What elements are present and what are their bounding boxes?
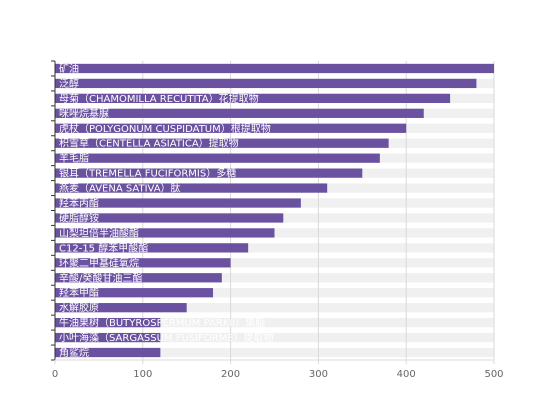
bar-track — [55, 288, 494, 298]
bar — [55, 198, 301, 208]
category-label: 环聚二甲基硅氧烷 — [59, 256, 139, 269]
category-label: 羟苯甲酯 — [59, 286, 99, 299]
bar — [55, 63, 494, 74]
category-label: 硬脂醇铵 — [59, 211, 99, 224]
bar — [55, 347, 161, 358]
bar — [55, 93, 451, 104]
bar — [55, 183, 328, 193]
bar — [55, 168, 363, 178]
x-tick-label: 300 — [309, 369, 328, 380]
x-tick-label: 400 — [397, 369, 416, 380]
bar-track — [55, 332, 494, 343]
category-label: 羟苯丙酯 — [59, 197, 99, 210]
category-label: 水解胶原 — [59, 301, 99, 314]
category-label: 燕麦（AVENA SATIVA）肽 — [59, 182, 181, 195]
bar — [55, 228, 275, 238]
category-label: 咪唑烷基脲 — [59, 107, 109, 120]
x-tick-label: 500 — [484, 369, 503, 380]
category-label: 山梨坦倍半油酸酯 — [59, 226, 139, 239]
category-label: 银耳（TREMELLA FUCIFORMIS）多糖 — [59, 167, 236, 180]
bar-track — [55, 303, 494, 313]
bar — [55, 108, 424, 118]
x-tick-label: 0 — [52, 369, 58, 380]
bar — [55, 332, 161, 343]
category-label: 矿油 — [59, 62, 79, 75]
bar-track — [55, 317, 494, 328]
category-label: 虎杖（POLYGONUM CUSPIDATUM）根提取物 — [59, 122, 271, 135]
category-label: 辛酸/癸酸甘油三酯 — [59, 271, 142, 284]
category-label: C12-15 醇苯甲酸酯 — [59, 241, 148, 254]
bar-track — [55, 273, 494, 283]
bar — [55, 138, 389, 148]
bar — [55, 153, 380, 163]
category-label: 泛醇 — [59, 77, 79, 90]
category-label: 角鲨烷 — [59, 346, 89, 359]
bar — [55, 243, 249, 253]
bar — [55, 258, 231, 268]
bar — [55, 288, 214, 298]
bar — [55, 123, 407, 133]
category-label: 羊毛脂 — [59, 152, 89, 165]
bar — [55, 303, 187, 313]
bar — [55, 273, 222, 283]
x-tick-label: 100 — [133, 369, 152, 380]
bar-track — [55, 243, 494, 253]
category-label: 牛油果树（BUTYROSPERMUM PARKII）果脂 — [59, 316, 265, 329]
bar-track — [55, 347, 494, 358]
bar — [55, 78, 477, 89]
category-label: 母菊（CHAMOMILLA RECUTITA）花提取物 — [59, 92, 259, 105]
category-label: 小叶海藻（SARGASSUM FUSIFORME）提取物 — [59, 331, 274, 344]
bar — [55, 213, 284, 223]
bar — [55, 317, 161, 328]
category-label: 积雪草（CENTELLA ASIATICA）提取物 — [59, 137, 239, 150]
x-tick-label: 200 — [221, 369, 240, 380]
bar-track — [55, 258, 494, 268]
